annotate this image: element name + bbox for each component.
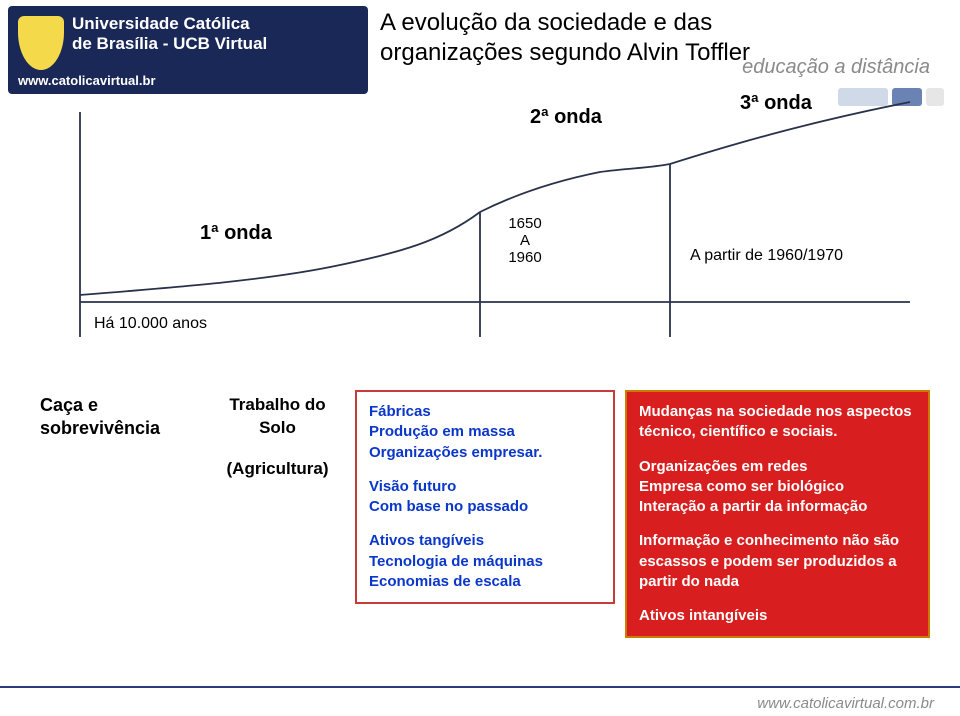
wave1-label: 1ª onda bbox=[200, 222, 272, 245]
slide-title: A evolução da sociedade e das organizaçõ… bbox=[380, 8, 810, 68]
col2-l1b: Solo bbox=[200, 417, 355, 440]
col1-l1: Caça e bbox=[40, 394, 200, 417]
col4-p3: Informação e conhecimento não são escass… bbox=[639, 531, 916, 592]
col4-p1: Mudanças na sociedade nos aspectos técni… bbox=[639, 402, 916, 443]
col-hunting: Caça e sobrevivência bbox=[40, 390, 200, 439]
logo-text: Universidade Católica de Brasília - UCB … bbox=[72, 14, 267, 53]
wave2-label: 2ª onda bbox=[530, 106, 602, 129]
col-information: Mudanças na sociedade nos aspectos técni… bbox=[625, 390, 930, 638]
logo-line1: Universidade Católica bbox=[72, 14, 267, 34]
time-mid-top: 1650 bbox=[495, 215, 555, 232]
growth-curve bbox=[80, 102, 910, 295]
footer-rule bbox=[0, 686, 960, 688]
chart-svg bbox=[40, 92, 920, 342]
time-mid-bot: 1960 bbox=[495, 249, 555, 266]
columns: Caça e sobrevivência Trabalho do Solo (A… bbox=[40, 390, 940, 638]
col3-p3: Ativos tangíveisTecnologia de máquinasEc… bbox=[369, 531, 601, 592]
col-agriculture: Trabalho do Solo (Agricultura) bbox=[200, 390, 355, 481]
col2-l2: (Agricultura) bbox=[200, 458, 355, 481]
col3-p1: FábricasProdução em massaOrganizações em… bbox=[369, 402, 601, 463]
logo-url: www.catolicavirtual.br bbox=[18, 73, 156, 88]
wave3-label: 3ª onda bbox=[740, 92, 812, 115]
col4-p4: Ativos intangíveis bbox=[639, 606, 916, 626]
time-mid-mid: A bbox=[495, 232, 555, 249]
time-mid: 1650 A 1960 bbox=[495, 215, 555, 266]
col2-l1: Trabalho do bbox=[200, 394, 355, 417]
col3-p2: Visão futuroCom base no passado bbox=[369, 477, 601, 518]
shield-icon bbox=[18, 16, 64, 70]
col4-p2: Organizações em redesEmpresa como ser bi… bbox=[639, 457, 916, 518]
col1-l2: sobrevivência bbox=[40, 417, 200, 440]
time-left: Há 10.000 anos bbox=[94, 315, 207, 333]
logo-line2: de Brasília - UCB Virtual bbox=[72, 34, 267, 54]
footer-url: www.catolicavirtual.com.br bbox=[757, 695, 934, 712]
university-logo: Universidade Católica de Brasília - UCB … bbox=[8, 6, 368, 94]
col-industrial: FábricasProdução em massaOrganizações em… bbox=[355, 390, 615, 604]
wave-chart: 1ª onda 2ª onda 3ª onda Há 10.000 anos 1… bbox=[40, 92, 920, 342]
time-right: A partir de 1960/1970 bbox=[690, 247, 843, 265]
